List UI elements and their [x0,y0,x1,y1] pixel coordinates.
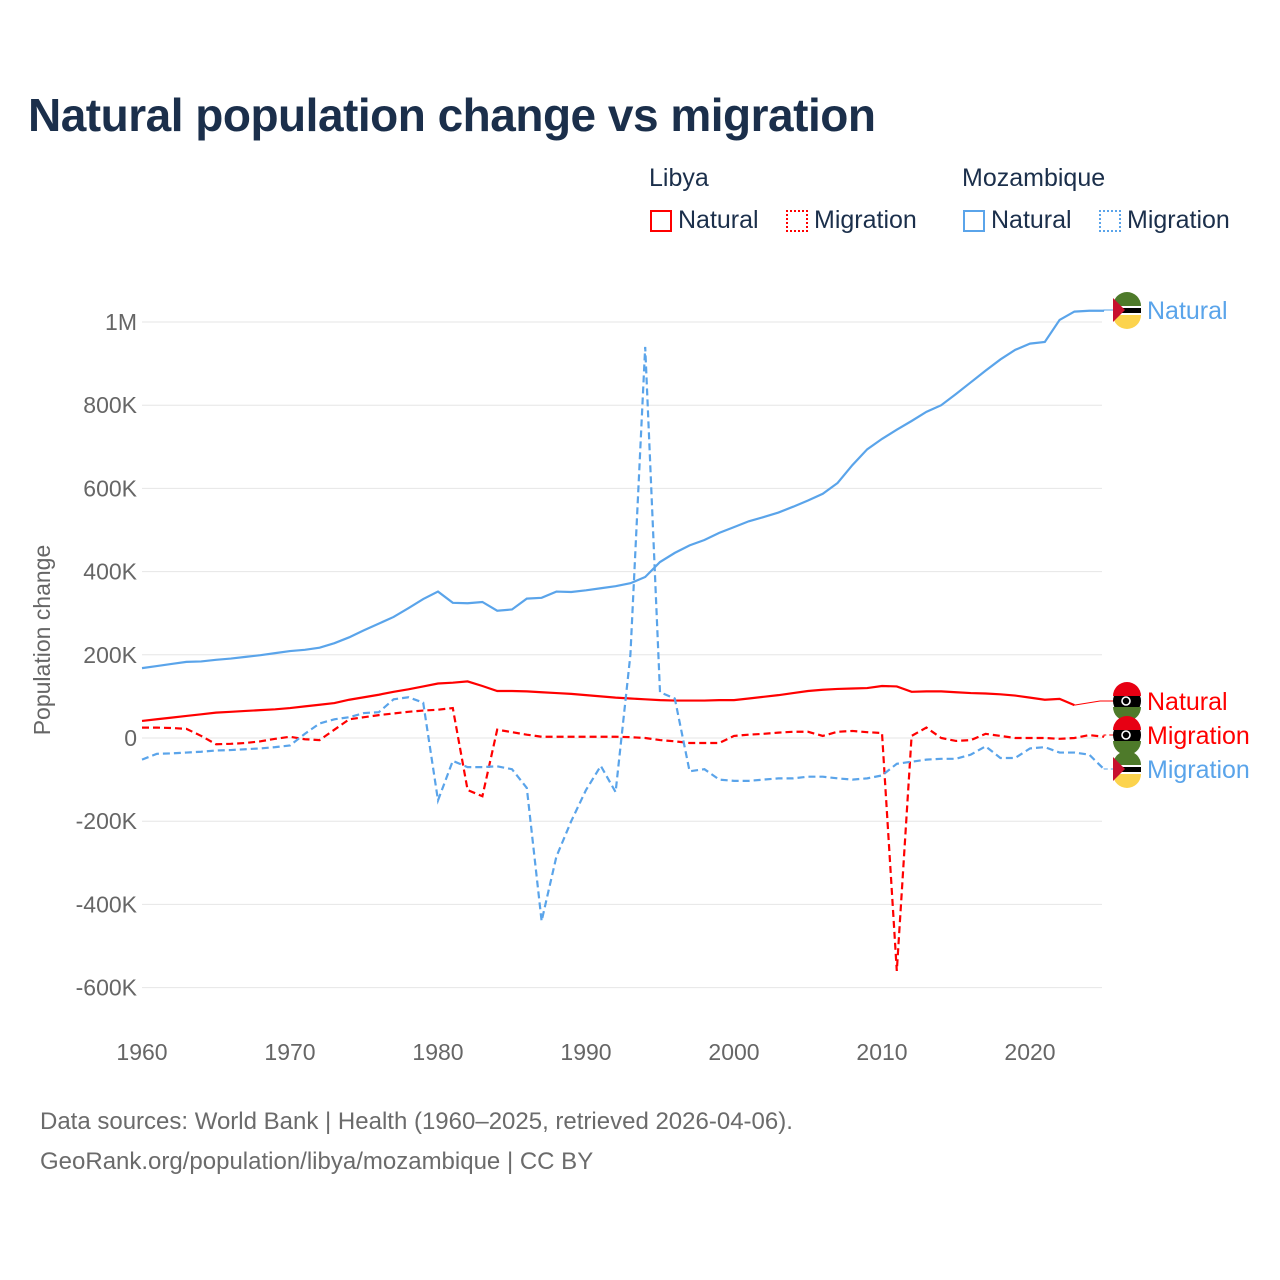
mozambique-natural-line [141,309,1104,670]
legend-swatch [650,209,672,232]
libya-flag-icon [1113,682,1141,721]
legend-label: Migration [814,206,917,234]
y-tick-label: 600K [83,475,137,501]
legend-swatch [786,209,808,232]
x-tick-label: 1990 [560,1039,611,1065]
end-label-connector [1103,734,1115,737]
mozambique-migration-line [141,346,1105,922]
x-tick-label: 2020 [1004,1039,1055,1065]
y-tick-label: -200K [76,808,138,834]
legend-swatch [963,209,985,232]
legend-label: Migration [1127,206,1230,234]
libya-natural-line [141,680,1075,723]
footer-attribution: GeoRank.org/population/libya/mozambique … [40,1148,594,1175]
end-label: Migration [1147,756,1250,784]
x-tick-label: 2010 [856,1039,907,1065]
y-tick-label: 800K [83,392,137,418]
end-label: Natural [1147,688,1228,716]
legend-libya-migration[interactable]: Migration [786,206,917,235]
legend-group-libya: Libya [649,164,709,192]
x-tick-label: 1970 [264,1039,315,1065]
end-label: Migration [1147,722,1250,750]
libya-flag-icon [1113,716,1141,755]
y-tick-label: -600K [76,975,138,1001]
y-tick-label: 400K [83,559,137,585]
legend-group-mozambique: Mozambique [962,164,1106,192]
legend-swatch [1099,209,1121,232]
x-tick-label: 1980 [412,1039,463,1065]
mozambique-flag-icon [1113,751,1141,788]
end-label: Natural [1147,297,1228,325]
mozambique-flag-icon [1113,292,1141,329]
y-tick-label: 200K [83,642,137,668]
legend-mozambique-migration[interactable]: Migration [1099,206,1230,235]
footer-sources: Data sources: World Bank | Health (1960–… [40,1108,793,1135]
chart-title: Natural population change vs migration [28,89,876,141]
legend-libya-natural[interactable]: Natural [650,206,759,235]
legend-label: Natural [678,206,759,234]
end-label-connector [1074,700,1115,706]
legend-label: Natural [991,206,1072,234]
y-axis-label: Population change [29,545,55,736]
x-tick-label: 1960 [116,1039,167,1065]
y-tick-label: -400K [76,891,138,917]
legend-mozambique-natural[interactable]: Natural [963,206,1072,235]
libya-migration-line [142,706,1105,972]
end-label-connector [1103,309,1115,311]
y-tick-label: 0 [124,725,137,751]
x-tick-label: 2000 [708,1039,759,1065]
y-tick-label: 1M [105,309,137,335]
